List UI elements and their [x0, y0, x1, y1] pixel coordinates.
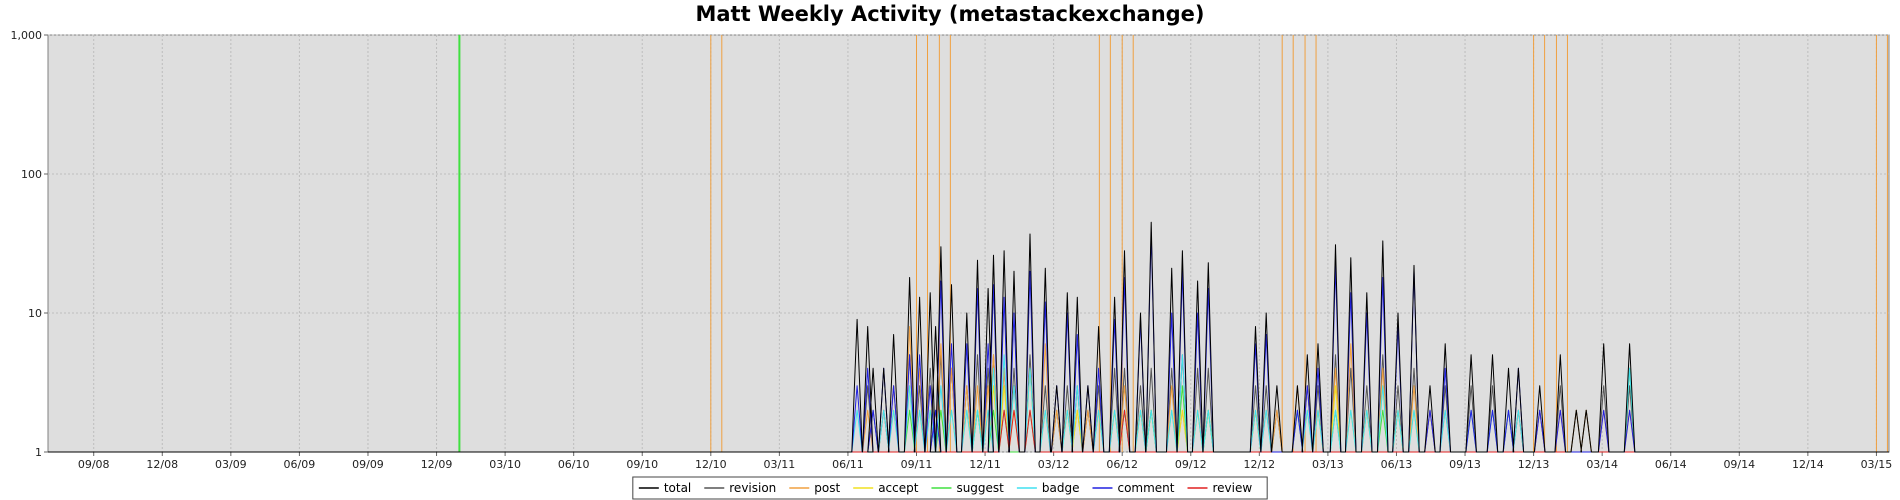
x-tick-label: 12/14	[1792, 458, 1824, 471]
x-tick-label: 09/11	[901, 458, 933, 471]
legend-label-review: review	[1212, 481, 1252, 495]
x-tick-label: 03/13	[1312, 458, 1344, 471]
x-tick-label: 06/11	[832, 458, 864, 471]
x-tick-label: 03/10	[489, 458, 521, 471]
x-tick-label: 06/09	[284, 458, 316, 471]
x-tick-label: 09/09	[352, 458, 384, 471]
x-tick-label: 09/13	[1449, 458, 1481, 471]
x-tick-label: 12/08	[146, 458, 178, 471]
x-tick-label: 12/12	[1243, 458, 1275, 471]
legend-label-revision: revision	[729, 481, 776, 495]
y-tick-label: 100	[21, 168, 42, 181]
x-tick-label: 03/09	[215, 458, 247, 471]
chart-title: Matt Weekly Activity (metastackexchange)	[695, 2, 1205, 26]
x-tick-label: 03/14	[1586, 458, 1618, 471]
x-tick-label: 03/15	[1861, 458, 1893, 471]
y-tick-label: 1	[35, 446, 42, 459]
x-tick-label: 06/13	[1381, 458, 1413, 471]
x-tick-label: 06/10	[558, 458, 590, 471]
legend-label-suggest: suggest	[956, 481, 1004, 495]
x-tick-label: 03/12	[1038, 458, 1070, 471]
legend-label-accept: accept	[878, 481, 919, 495]
x-tick-label: 12/13	[1518, 458, 1550, 471]
x-tick-label: 12/10	[695, 458, 727, 471]
x-tick-label: 06/12	[1106, 458, 1138, 471]
series-line-total	[48, 221, 1889, 453]
x-tick-label: 06/14	[1655, 458, 1687, 471]
x-tick-label: 09/12	[1175, 458, 1207, 471]
y-tick-label: 10	[28, 307, 42, 320]
legend: total revision post accept suggest badge comme…	[632, 476, 1268, 500]
legend-label-total: total	[664, 481, 691, 495]
legend-label-post: post	[814, 481, 840, 495]
y-tick-label: 1,000	[11, 29, 43, 42]
x-tick-label: 12/09	[421, 458, 453, 471]
x-tick-label: 03/11	[764, 458, 796, 471]
legend-label-badge: badge	[1042, 481, 1080, 495]
legend-label-comment: comment	[1117, 481, 1174, 495]
x-tick-label: 09/14	[1723, 458, 1755, 471]
x-tick-label: 09/08	[78, 458, 110, 471]
x-tick-label: 12/11	[969, 458, 1001, 471]
x-tick-label: 09/10	[626, 458, 658, 471]
